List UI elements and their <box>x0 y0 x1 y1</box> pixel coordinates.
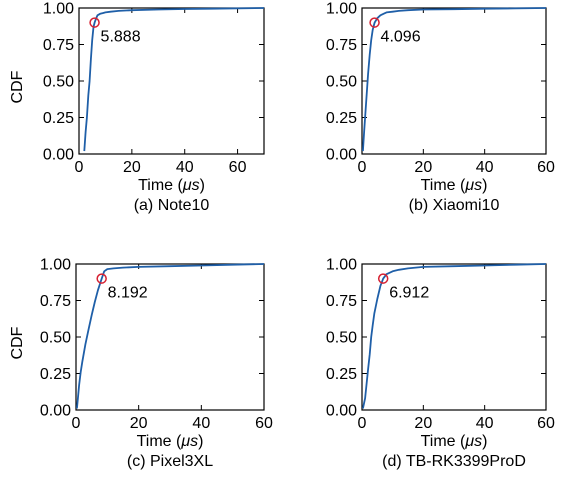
y-tick-label: 0.25 <box>43 110 74 127</box>
y-tick-label: 1.00 <box>40 257 71 274</box>
x-axis-label: Time (μs) <box>421 433 488 450</box>
x-tick-label: 40 <box>192 415 210 432</box>
x-tick-label: 40 <box>176 159 194 176</box>
x-tick-label: 0 <box>358 159 367 176</box>
y-tick-label: 0.25 <box>326 110 357 127</box>
panel-caption: (b) Xiaomi10 <box>409 197 500 214</box>
x-axis-label-text: Time ( <box>137 433 182 450</box>
x-tick-label: 60 <box>229 159 247 176</box>
panel-pixel3xl: 0.00 0.25 0.50 0.75 1.00 0 20 40 60 Time (μs) CDF (… <box>9 257 273 471</box>
x-tick-label: 20 <box>130 415 148 432</box>
y-tick-label: 0.00 <box>40 403 71 420</box>
x-axis-label-unit: μs <box>180 433 198 450</box>
y-tick-label: 1.00 <box>326 1 357 18</box>
p90-value-label: 4.096 <box>381 29 421 46</box>
x-axis-label-text: Time ( <box>421 177 466 194</box>
panel-caption: (c) Pixel3XL <box>127 453 213 470</box>
y-axis-label: CDF <box>9 70 26 103</box>
y-tick-label: 0.00 <box>326 147 357 164</box>
panel-note10: 0.00 0.25 0.50 0.75 1.00 0 20 40 60 Time (μs) CDF (… <box>9 1 265 214</box>
x-axis-label: Time (μs) <box>421 177 488 194</box>
p90-marker <box>369 17 380 28</box>
x-tick-label: 20 <box>414 159 432 176</box>
x-axis-label-close: ) <box>200 177 205 194</box>
x-axis-label-close: ) <box>482 433 487 450</box>
x-tick-label: 0 <box>75 159 84 176</box>
cdf-line <box>362 7 547 152</box>
x-axis-label-close: ) <box>482 177 487 194</box>
x-axis-label-unit: μs <box>464 433 482 450</box>
x-tick-label: 60 <box>255 415 273 432</box>
x-tick-label: 20 <box>414 415 432 432</box>
y-tick-label: 0.75 <box>43 37 74 54</box>
p90-value-label: 6.912 <box>389 285 429 302</box>
x-tick-label: 60 <box>537 415 555 432</box>
x-axis-label-unit: μs <box>182 177 200 194</box>
y-tick-label: 0.25 <box>40 366 71 383</box>
x-tick-label: 60 <box>537 159 555 176</box>
x-axis-label: Time (μs) <box>138 177 205 194</box>
x-axis-label-text: Time ( <box>421 433 466 450</box>
y-tick-label: 1.00 <box>326 257 357 274</box>
y-tick-label: 0.50 <box>326 74 357 91</box>
plot-frame <box>75 263 265 411</box>
p90-marker <box>89 17 100 28</box>
y-tick-label: 0.00 <box>326 403 357 420</box>
y-tick-label: 1.00 <box>43 1 74 18</box>
panel-tb-rk3399prod: 0.00 0.25 0.50 0.75 1.00 0 20 40 60 Time (μs) (d) … <box>326 257 555 471</box>
p90-marker <box>377 273 389 284</box>
cdf-line <box>76 263 265 409</box>
x-tick-label: 40 <box>476 159 494 176</box>
panel-caption: (d) TB-RK3399ProD <box>382 453 526 470</box>
y-tick-label: 0.50 <box>326 330 357 347</box>
cdf-line <box>83 7 265 152</box>
x-tick-label: 40 <box>476 415 494 432</box>
y-tick-label: 0.50 <box>40 330 71 347</box>
x-tick-label: 20 <box>123 159 141 176</box>
panel-caption: (a) Note10 <box>134 197 210 214</box>
x-tick-label: 0 <box>358 415 367 432</box>
y-tick-label: 0.50 <box>43 74 74 91</box>
y-tick-label: 0.00 <box>43 147 74 164</box>
y-axis-label: CDF <box>9 326 26 359</box>
y-tick-label: 0.75 <box>326 37 357 54</box>
panel-xiaomi10: 0.00 0.25 0.50 0.75 1.00 0 20 40 60 Time (μs) (b) … <box>326 1 555 215</box>
p90-value-label: 5.888 <box>101 29 141 46</box>
x-tick-label: 0 <box>72 415 81 432</box>
x-axis-label-text: Time ( <box>138 177 183 194</box>
x-axis-label: Time (μs) <box>137 433 204 450</box>
y-tick-label: 0.75 <box>40 293 71 310</box>
x-axis-label-unit: μs <box>464 177 482 194</box>
x-axis-label-close: ) <box>198 433 203 450</box>
y-tick-label: 0.25 <box>326 366 357 383</box>
p90-value-label: 8.192 <box>108 285 148 302</box>
p90-marker <box>96 273 107 284</box>
y-tick-label: 0.75 <box>326 293 357 310</box>
